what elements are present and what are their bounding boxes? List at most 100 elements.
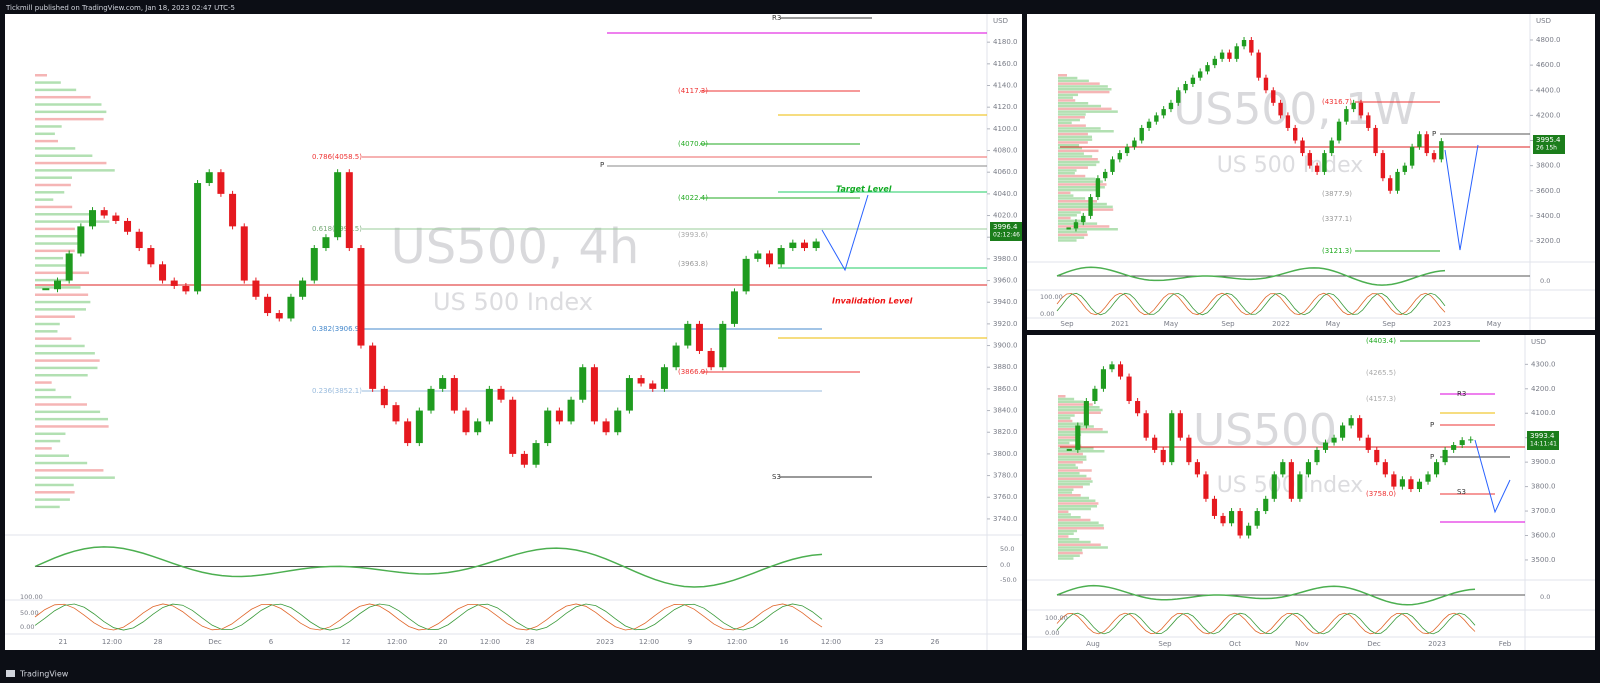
- candle: [229, 193, 237, 227]
- currency: USD: [993, 17, 1008, 25]
- volume-profile-bar: [35, 366, 98, 370]
- level-label: P: [1430, 453, 1434, 461]
- volume-profile-bar: [1058, 499, 1096, 502]
- candle: [532, 443, 540, 465]
- candle: [1194, 462, 1200, 475]
- volume-profile-bar: [35, 220, 110, 223]
- volume-profile-bar: [1058, 211, 1081, 214]
- candle: [789, 242, 797, 249]
- price-tick-label: 3880.0: [993, 363, 1018, 371]
- candle: [719, 323, 727, 368]
- brand: TradingView: [19, 670, 69, 679]
- candle: [579, 367, 587, 400]
- candle: [1409, 146, 1415, 166]
- price-tag: [1533, 135, 1565, 154]
- osc-label: 0.0: [1540, 593, 1550, 601]
- candle: [1439, 141, 1444, 160]
- volume-profile-bar: [35, 461, 88, 465]
- price-tick-label: 4800.0: [1536, 36, 1561, 44]
- candle: [1124, 146, 1130, 154]
- brand-logo: [6, 670, 15, 677]
- volume-profile-bar: [1058, 419, 1073, 423]
- volume-profile-bar: [1058, 158, 1098, 161]
- candle: [1293, 127, 1298, 141]
- momentum-line: [1056, 584, 1476, 606]
- volume-profile-bar: [1058, 538, 1080, 541]
- volume-profile-bar: [1058, 455, 1087, 458]
- candle: [182, 285, 190, 292]
- volume-profile-bar: [35, 293, 89, 296]
- candle: [1399, 479, 1405, 487]
- volume-profile-bar: [1058, 88, 1112, 91]
- volume-profile-bar: [1058, 469, 1092, 472]
- time-tick-label: 21: [59, 638, 68, 646]
- volume-profile-bar: [1058, 116, 1085, 119]
- time-tick-label: Dec: [208, 638, 222, 646]
- stoch-d: [1056, 612, 1476, 635]
- panel: [1027, 14, 1595, 330]
- osc-label: 100.00: [1040, 293, 1063, 301]
- candle: [1146, 121, 1152, 128]
- volume-profile-bar: [35, 154, 93, 157]
- candle: [322, 237, 330, 249]
- level-label: R3: [772, 14, 781, 22]
- candle: [415, 410, 423, 444]
- level-label: (3993.6): [678, 231, 708, 239]
- price-tick-label: 3960.0: [993, 277, 1018, 285]
- volume-profile-bar: [1058, 99, 1076, 102]
- candle: [54, 280, 62, 290]
- candle: [1314, 449, 1320, 463]
- candle: [1219, 52, 1225, 59]
- level-label: (3877.9): [1322, 190, 1352, 198]
- volume-profile-bar: [1058, 472, 1080, 475]
- volume-profile-bar: [1058, 408, 1103, 412]
- volume-profile-bar: [1058, 400, 1084, 403]
- volume-profile-bar: [1058, 90, 1110, 94]
- volume-profile-bar: [35, 315, 75, 318]
- volume-profile-bar: [35, 373, 88, 377]
- level-label: (4070.0): [678, 140, 708, 148]
- volume-profile-bar: [1058, 549, 1083, 552]
- candle: [509, 399, 517, 454]
- candle: [754, 253, 762, 259]
- level-label: P: [1432, 130, 1436, 138]
- candle: [730, 291, 738, 324]
- volume-profile-bar: [35, 125, 62, 128]
- volume-profile-bar: [1058, 141, 1088, 144]
- volume-profile-bar: [1058, 121, 1072, 125]
- time-tick-label: Oct: [1229, 640, 1241, 648]
- candle: [1402, 165, 1407, 172]
- candle: [1417, 134, 1422, 147]
- volume-profile-bar: [1058, 450, 1105, 453]
- candle: [1391, 474, 1397, 487]
- price-tick-label: 4400.0: [1536, 86, 1561, 94]
- candle: [1322, 442, 1329, 450]
- candle: [1126, 376, 1132, 402]
- projection: [821, 194, 869, 272]
- candle: [1183, 83, 1188, 91]
- candle: [299, 280, 307, 297]
- projection: [1444, 144, 1479, 251]
- candle: [1263, 498, 1269, 512]
- time-tick-label: 20: [439, 638, 448, 646]
- volume-profile-bar: [1058, 146, 1082, 150]
- time-tick-label: 12:00: [639, 638, 659, 646]
- volume-profile-bar: [35, 191, 65, 194]
- candle: [205, 172, 213, 184]
- volume-profile-bar: [1058, 414, 1075, 417]
- candle: [1263, 77, 1269, 91]
- candle: [1092, 388, 1098, 402]
- volume-profile-bar: [1058, 543, 1101, 546]
- level-label: Target Level: [836, 185, 892, 194]
- candle: [380, 388, 388, 406]
- price-tick-label: 4180.0: [993, 38, 1018, 46]
- volume-profile-bar: [1058, 166, 1088, 169]
- momentum-line: [1056, 266, 1446, 286]
- time-tick-label: 2022: [1272, 320, 1290, 328]
- volume-profile-bar: [1058, 132, 1088, 136]
- volume-profile-bar: [1058, 191, 1071, 195]
- volume-profile-bar: [1058, 169, 1077, 172]
- price-tick-label: 3200.0: [1536, 237, 1561, 245]
- price-tick-label: 4100.0: [993, 125, 1018, 133]
- volume-profile-bar: [1058, 480, 1093, 483]
